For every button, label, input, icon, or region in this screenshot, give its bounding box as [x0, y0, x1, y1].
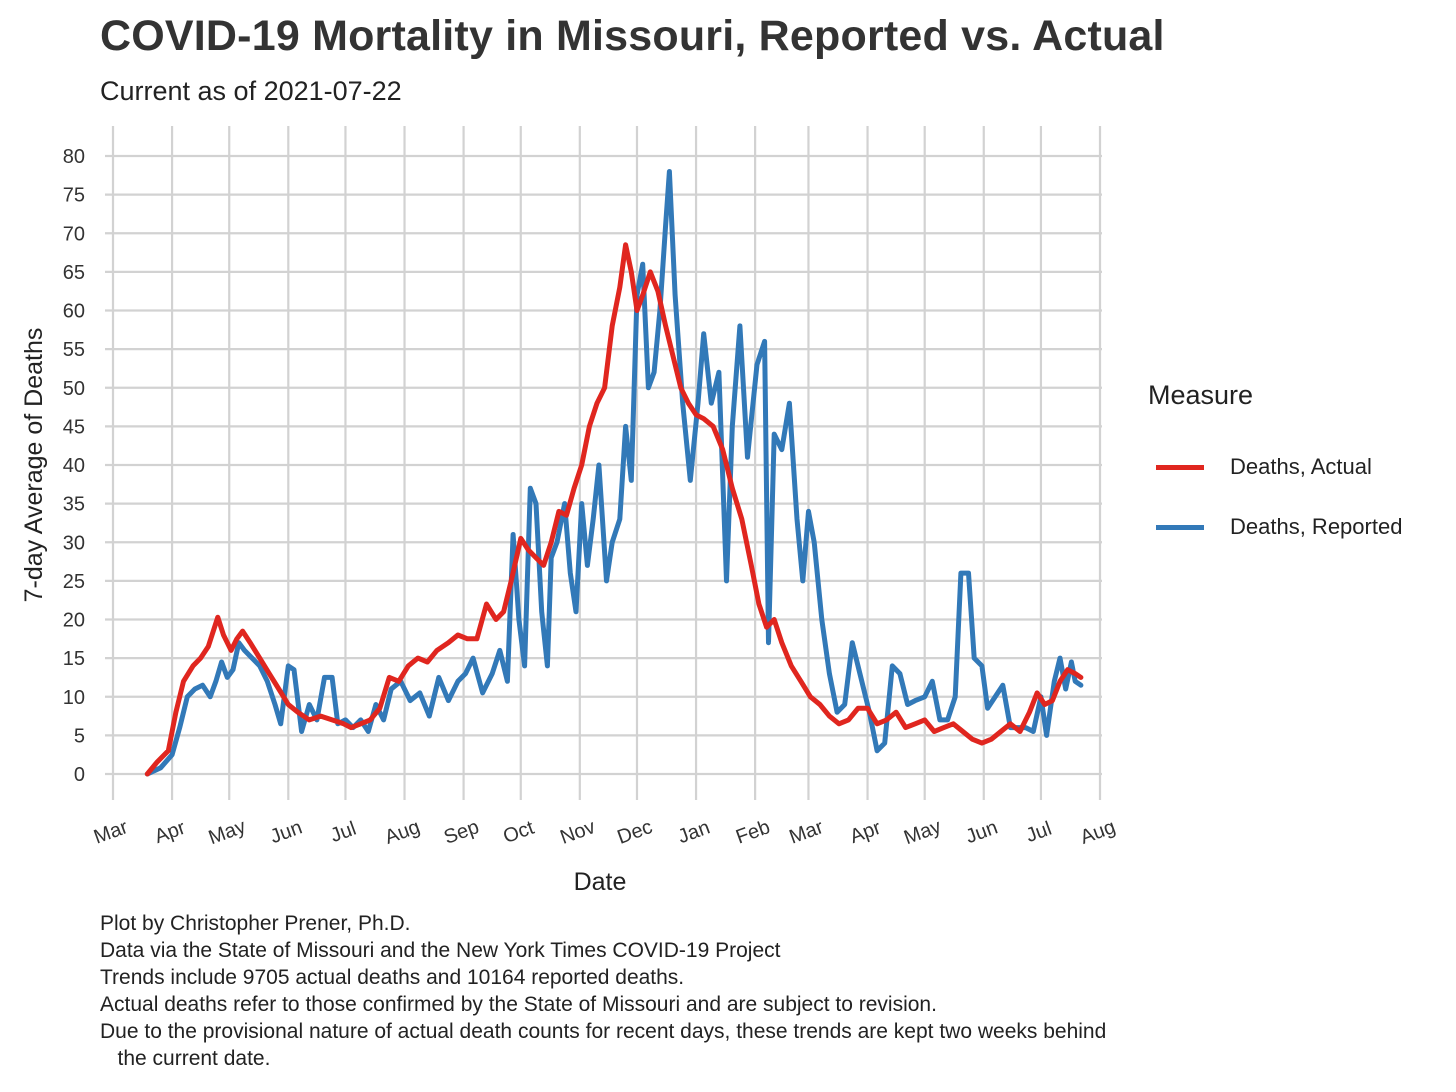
x-tick-label: Feb	[733, 816, 773, 848]
legend-item-reported: Deaths, Reported	[1148, 497, 1402, 557]
y-tick-label: 30	[63, 532, 85, 554]
chart-subtitle: Current as of 2021-07-22	[100, 76, 402, 106]
x-tick-label: May	[206, 816, 249, 850]
y-tick-label: 35	[63, 494, 85, 516]
y-tick-label: 80	[63, 146, 85, 168]
y-tick-label: 60	[63, 301, 85, 323]
x-tick-label: Aug	[1077, 816, 1118, 849]
y-axis-title: 7-day Average of Deaths	[20, 328, 48, 603]
y-tick-label: 55	[63, 339, 85, 361]
x-tick-label: Aug	[382, 816, 423, 849]
legend-label-actual: Deaths, Actual	[1230, 454, 1372, 479]
caption-line: the current date.	[100, 1047, 271, 1070]
caption-line: Data via the State of Missouri and the N…	[100, 939, 781, 962]
caption-line: Trends include 9705 actual deaths and 10…	[100, 966, 685, 989]
x-axis-title: Date	[574, 868, 627, 896]
y-tick-label: 50	[63, 378, 85, 400]
legend-item-actual: Deaths, Actual	[1148, 437, 1402, 497]
legend: Measure Deaths, Actual Deaths, Reported	[1148, 380, 1402, 557]
caption-line: Due to the provisional nature of actual …	[100, 1020, 1107, 1043]
y-tick-label: 0	[74, 764, 85, 786]
x-tick-label: Sep	[441, 816, 482, 849]
caption-line: Plot by Christopher Prener, Ph.D.	[100, 912, 411, 935]
y-tick-label: 45	[63, 416, 85, 438]
chart-title: COVID-19 Mortality in Missouri, Reported…	[100, 12, 1165, 60]
y-tick-label: 15	[63, 648, 85, 670]
x-tick-label: Jul	[328, 818, 360, 847]
x-tick-label: May	[901, 816, 944, 850]
x-tick-label: Mar	[786, 816, 826, 849]
y-tick-label: 70	[63, 223, 85, 245]
y-tick-label: 5	[74, 725, 85, 747]
x-tick-label: Dec	[614, 816, 655, 849]
y-tick-label: 10	[63, 687, 85, 709]
caption: Plot by Christopher Prener, Ph.D. Data v…	[100, 910, 1106, 1072]
x-tick-label: Jul	[1023, 818, 1055, 847]
x-tick-label: Oct	[500, 817, 537, 848]
x-tick-label: Jun	[963, 817, 1001, 849]
x-tick-label: Nov	[557, 816, 598, 849]
x-tick-label: Apr	[152, 817, 189, 848]
legend-title: Measure	[1148, 380, 1254, 410]
legend-swatch-actual	[1156, 464, 1204, 470]
y-tick-label: 20	[63, 610, 85, 632]
series-line-deaths-actual	[144, 242, 1084, 777]
x-tick-label: Jan	[675, 817, 713, 849]
x-tick-label: Jun	[267, 817, 305, 849]
legend-swatch-reported	[1156, 524, 1204, 530]
legend-label-reported: Deaths, Reported	[1230, 514, 1403, 539]
y-tick-label: 25	[63, 571, 85, 593]
y-tick-label: 65	[63, 262, 85, 284]
caption-line: Actual deaths refer to those confirmed b…	[100, 993, 937, 1016]
series-line-deaths-reported	[144, 169, 1084, 777]
y-tick-label: 40	[63, 455, 85, 477]
x-tick-label: Mar	[91, 816, 131, 849]
x-tick-label: Apr	[847, 817, 884, 848]
y-tick-label: 75	[63, 185, 85, 207]
